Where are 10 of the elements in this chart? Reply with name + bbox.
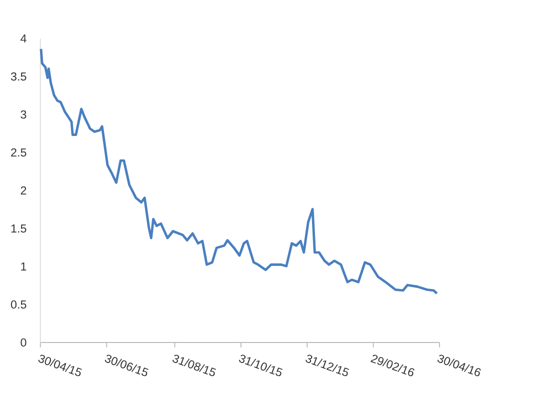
- y-tick-label: 4: [20, 32, 28, 46]
- line-series: [40, 48, 438, 295]
- y-tick-label: 0.5: [10, 298, 27, 312]
- y-tick-label: 1.5: [10, 222, 27, 236]
- y-tick-label: 2: [20, 184, 27, 198]
- y-tick-label: 0: [20, 336, 28, 350]
- y-tick-label: 1: [20, 260, 27, 274]
- y-tick-label: 3.5: [10, 70, 27, 84]
- y-tick-label: 2.5: [10, 146, 27, 160]
- y-tick-label: 3: [20, 108, 27, 122]
